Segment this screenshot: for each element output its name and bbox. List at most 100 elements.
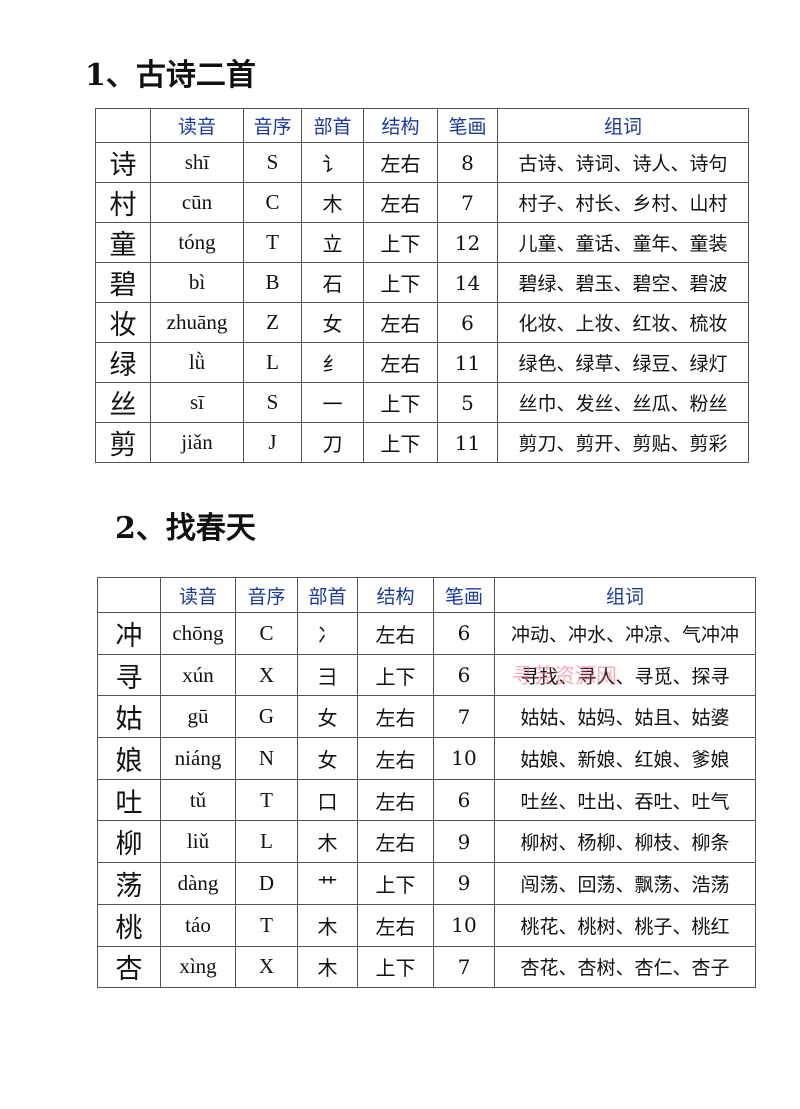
row: 童 tóng T 立上下 12 儿童、童话、童年、童装	[95, 222, 749, 263]
cell: 杏	[97, 945, 161, 989]
cell: D	[235, 862, 298, 905]
cell: 左右	[357, 737, 434, 780]
cell: 7	[433, 945, 495, 989]
cell: 上下	[363, 382, 438, 423]
cell: tǔ	[160, 778, 236, 822]
row: 柳 liǔ L 木左右 9 柳树、杨柳、柳枝、柳条	[97, 820, 756, 864]
cell: 桃	[97, 903, 161, 947]
cell: L	[243, 342, 302, 383]
cell: T	[243, 222, 302, 263]
cell: 冲动、冲水、冲凉、气冲冲	[494, 612, 756, 655]
header-cell: 组词	[497, 108, 749, 143]
cell: xún	[160, 653, 236, 697]
cell: 丝巾、发丝、丝瓜、粉丝	[497, 382, 749, 423]
cell: 冫	[297, 612, 358, 655]
cell: 6	[437, 302, 498, 343]
cell: 石	[301, 262, 364, 303]
cell: 吐	[97, 778, 161, 822]
cell: 左右	[357, 612, 434, 655]
cell: 木	[297, 903, 358, 947]
cell: chōng	[160, 612, 236, 655]
cell: 柳	[97, 820, 161, 864]
cell: X	[235, 945, 298, 989]
cell: 绿	[95, 342, 151, 383]
cell: 寻	[97, 653, 161, 697]
cell: 上下	[357, 862, 434, 905]
cell: 妆	[95, 302, 151, 343]
cell: 纟	[301, 342, 364, 383]
cell: 诗	[95, 142, 151, 183]
cell: 口	[297, 778, 358, 822]
cell: 村子、村长、乡村、山村	[497, 182, 749, 223]
cell: bì	[150, 262, 244, 303]
cell: 剪刀、剪开、剪贴、剪彩	[497, 422, 749, 463]
cell: S	[243, 142, 302, 183]
cell: 柳树、杨柳、柳枝、柳条	[494, 820, 756, 864]
cell: liǔ	[160, 820, 236, 864]
cell: 14	[437, 262, 498, 303]
cell: 讠	[301, 142, 364, 183]
watermark: 寻芸资源网	[512, 664, 617, 688]
row: 杏 xìng X 木上下 7 杏花、杏树、杏仁、杏子	[97, 945, 756, 989]
cell: 上下	[363, 422, 438, 463]
cell: 杏花、杏树、杏仁、杏子	[494, 945, 756, 989]
cell: 左右	[363, 142, 438, 183]
header-cell: 读音	[150, 108, 244, 143]
cell: 剪	[95, 422, 151, 463]
cell: C	[243, 182, 302, 223]
cell: 11	[437, 422, 498, 463]
cell: cūn	[150, 182, 244, 223]
cell: G	[235, 695, 298, 739]
cell: 碧	[95, 262, 151, 303]
cell: 木	[297, 945, 358, 989]
cell: dàng	[160, 862, 236, 905]
section-title: 1、古诗二首	[85, 58, 256, 93]
cell: 9	[433, 820, 495, 864]
cell: J	[243, 422, 302, 463]
row: 村 cūn C 木左右 7 村子、村长、乡村、山村	[95, 182, 749, 223]
cell: C	[235, 612, 298, 655]
row: 丝 sī S 一上下 5 丝巾、发丝、丝瓜、粉丝	[95, 382, 749, 423]
header-cell: 笔画	[437, 108, 498, 143]
cell: 上下	[363, 262, 438, 303]
header-cell: 读音	[160, 577, 236, 613]
cell: 7	[433, 695, 495, 739]
cell: 刀	[301, 422, 364, 463]
row: 妆 zhuāng Z 女左右 6 化妆、上妆、红妆、梳妆	[95, 302, 749, 343]
row: 娘 niáng N 女左右 10 姑娘、新娘、红娘、爹娘	[97, 737, 756, 780]
cell: N	[235, 737, 298, 780]
cell: 上下	[357, 653, 434, 697]
cell: 左右	[357, 778, 434, 822]
cell: 左右	[363, 182, 438, 223]
cell: T	[235, 778, 298, 822]
cell: 木	[297, 820, 358, 864]
cell: 9	[433, 862, 495, 905]
cell: 彐	[297, 653, 358, 697]
cell: S	[243, 382, 302, 423]
cell: 6	[433, 778, 495, 822]
header-cell: 音序	[235, 577, 298, 613]
cell: 上下	[357, 945, 434, 989]
row: 绿 lǜ L 纟左右 11 绿色、绿草、绿豆、绿灯	[95, 342, 749, 383]
cell: gū	[160, 695, 236, 739]
cell: 左右	[357, 820, 434, 864]
header-cell: 结构	[357, 577, 434, 613]
cell: 7	[437, 182, 498, 223]
cell: 冲	[97, 612, 161, 655]
row: 剪 jiǎn J 刀上下 11 剪刀、剪开、剪贴、剪彩	[95, 422, 749, 463]
cell: 左右	[363, 342, 438, 383]
row: 姑 gū G 女左右 7 姑姑、姑妈、姑且、姑婆	[97, 695, 756, 739]
cell: 6	[433, 653, 495, 697]
cell: 左右	[357, 695, 434, 739]
cell: 桃花、桃树、桃子、桃红	[494, 903, 756, 947]
cell: 10	[433, 903, 495, 947]
cell: 一	[301, 382, 364, 423]
cell: táo	[160, 903, 236, 947]
cell: jiǎn	[150, 422, 244, 463]
cell: B	[243, 262, 302, 303]
cell: 左右	[357, 903, 434, 947]
row: 诗 shī S 讠左右 8 古诗、诗词、诗人、诗句	[95, 142, 749, 183]
cell: 丝	[95, 382, 151, 423]
row: 桃 táo T 木左右 10 桃花、桃树、桃子、桃红	[97, 903, 756, 947]
row: 荡 dàng D 艹上下 9 闯荡、回荡、飘荡、浩荡	[97, 862, 756, 905]
